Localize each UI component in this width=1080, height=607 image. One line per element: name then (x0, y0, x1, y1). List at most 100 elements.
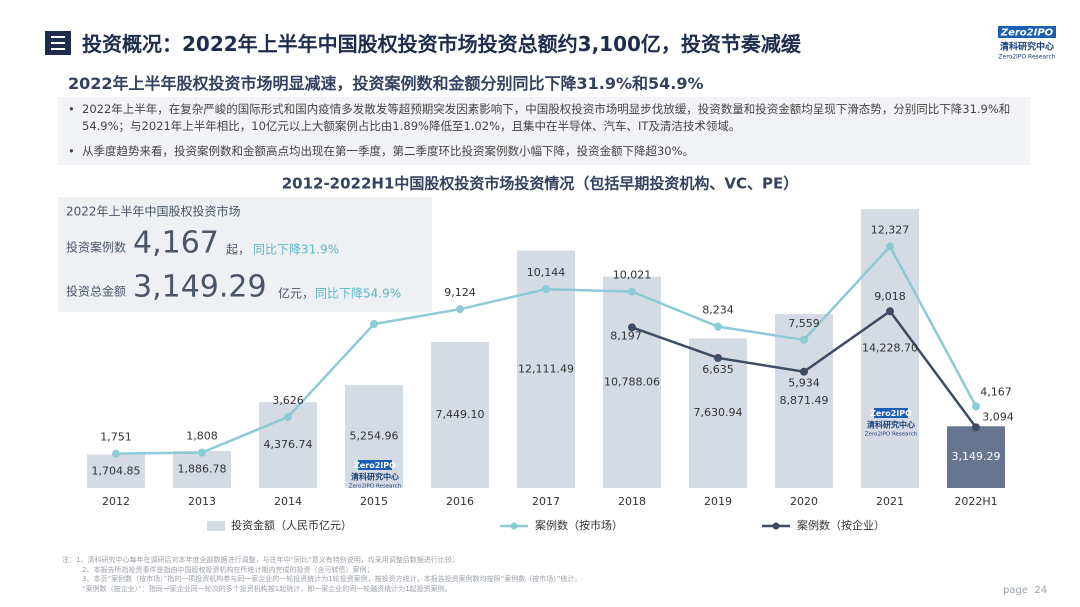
note: 2、本报告所指投资事件是指由中国股权投资机构在所统计期内完成的投资（含可转债）案… (82, 565, 374, 574)
x-tick-label: 2012 (102, 495, 130, 508)
point (886, 307, 894, 316)
point (972, 423, 980, 432)
bar-label: 3,149.29 (952, 450, 1001, 463)
point (284, 412, 292, 421)
legend-label: 案例数（按市场） (535, 518, 623, 532)
point-label: 10,144 (527, 266, 566, 279)
point (628, 323, 636, 332)
bar-label: 1,704.85 (92, 464, 141, 477)
note: 注：1、清科研究中心每年在调研后对本年度全部数据进行调整，与往年中“同比”意义有… (62, 556, 459, 564)
chart-title: 2012-2022H1中国股权投资市场投资情况（包括早期投资机构、VC、PE） (282, 175, 799, 193)
page-subtitle: 2022年上半年股权投资市场明显减速，投资案例数和金额分别同比下降31.9%和5… (68, 74, 704, 93)
summary-change: 同比下降54.9% (315, 287, 401, 301)
point (628, 287, 636, 296)
point-label: 4,167 (980, 385, 1012, 398)
point (886, 242, 894, 251)
x-tick-label: 2019 (704, 495, 732, 508)
point (714, 322, 722, 331)
x-tick-label: 2022H1 (954, 495, 997, 508)
bar-label: 8,871.49 (780, 394, 829, 407)
watermark-name: 清科研究中心 (351, 472, 399, 482)
point (198, 448, 206, 457)
logo-brand: Zero2IPO (1000, 28, 1054, 39)
menu-icon-lines (51, 36, 65, 50)
bar (431, 341, 489, 488)
logo-name-en: Zero2IPO Research (998, 54, 1055, 61)
bar (603, 276, 661, 488)
x-tick-label: 2020 (790, 495, 818, 508)
point-label: 1,751 (100, 431, 132, 444)
bar-label: 7,449.10 (436, 408, 485, 421)
summary-unit: 起， (226, 243, 250, 257)
point (370, 320, 378, 329)
bullet-box: 2022年上半年，在复杂严峻的国际形式和国内疫情多发散发等超预期突发因素影响下，… (58, 97, 1030, 165)
summary-label: 投资案例数 (66, 240, 126, 255)
legend-label: 案例数（按企业） (797, 518, 885, 532)
bar (861, 209, 919, 488)
bar (173, 451, 231, 488)
bar-label: 14,228.70 (862, 342, 918, 355)
legend-swatch (510, 522, 518, 530)
summary-unit: 亿元， (278, 286, 314, 301)
watermark-name-en: Zero2IPO Research (865, 432, 918, 438)
point (456, 305, 464, 314)
point (112, 449, 120, 458)
point (800, 335, 808, 344)
point (972, 402, 980, 411)
point-label: 7,559 (788, 317, 820, 330)
summary-change: 同比下降31.9% (253, 243, 339, 257)
bar-label: 12,111.49 (518, 362, 574, 375)
bullet: 从季度趋势来看，投资案例数和金额高点均出现在第一季度，第二季度环比投资案例数小幅… (68, 143, 1032, 160)
summary-title: 2022年上半年中国股权投资市场 (66, 204, 241, 219)
bar (345, 385, 403, 488)
point-label: 5,934 (788, 377, 820, 390)
point-label: 9,018 (874, 290, 906, 303)
bar (689, 338, 747, 488)
watermark-box (874, 408, 908, 418)
point-label: 12,327 (871, 223, 910, 236)
point (800, 367, 808, 376)
bar (87, 454, 145, 488)
legend-swatch (207, 521, 225, 531)
watermark-name-en: Zero2IPO Research (349, 484, 402, 490)
point-label: 6,635 (702, 363, 734, 376)
summary-label: 投资总金额 (66, 284, 126, 299)
point-label: 8,197 (610, 329, 642, 342)
point-label: 8,234 (702, 304, 734, 317)
x-tick-label: 2018 (618, 495, 646, 508)
summary-value: 3,149.29 (133, 270, 267, 305)
x-tick-label: 2016 (446, 495, 474, 508)
bar-label: 4,376.74 (264, 438, 313, 451)
bar-label: 1,886.78 (178, 463, 227, 476)
logo-box (998, 26, 1056, 38)
legend-label: 投资金额（人民币亿元） (231, 518, 352, 532)
summary-value: 4,167 (133, 226, 219, 261)
notes: 注：1、清科研究中心每年在调研后对本年度全部数据进行调整，与往年中“同比”意义有… (62, 556, 962, 594)
bar (947, 426, 1005, 488)
point-label: 10,021 (613, 269, 652, 282)
x-tick-label: 2015 (360, 495, 388, 508)
bar-label: 7,630.94 (694, 406, 743, 419)
bar-label: 5,254.96 (350, 430, 399, 443)
page-title: 投资概况：2022年上半年中国股权投资市场投资总额约3,100亿，投资节奏减缓 (82, 32, 801, 56)
point-label: 3,626 (272, 394, 304, 407)
point (542, 285, 550, 294)
note: 3、本页“案例数（按市场）”指的一项投资机构参与同一家企业的一轮投资统计为1轮投… (82, 575, 582, 583)
point (714, 353, 722, 362)
watermark-box (358, 460, 392, 470)
plot: 2012 2013 2014 2015 2016 2017 2018 2019 2020 2021… (87, 209, 1014, 532)
bar-label: 10,788.06 (604, 375, 660, 388)
point-label: 9,124 (444, 286, 476, 299)
logo-name: 清科研究中心 (1000, 41, 1054, 53)
summary-box (58, 197, 432, 312)
point-label: 1,808 (186, 430, 218, 443)
page-number: page 24 (1003, 585, 1048, 596)
legend-swatch (772, 522, 780, 530)
note: “案例数（按企业）”：指同一家企业同一轮次的多个投资机构按1起统计，即一家企业的… (82, 584, 452, 593)
x-tick-label: 2017 (532, 495, 560, 508)
x-tick-label: 2014 (274, 495, 302, 508)
watermark-brand: Zero2IPO (870, 409, 912, 418)
bullet: 2022年上半年，在复杂严峻的国际形式和国内疫情多发散发等超预期突发因素影响下，… (68, 101, 1032, 135)
x-tick-label: 2013 (188, 495, 216, 508)
